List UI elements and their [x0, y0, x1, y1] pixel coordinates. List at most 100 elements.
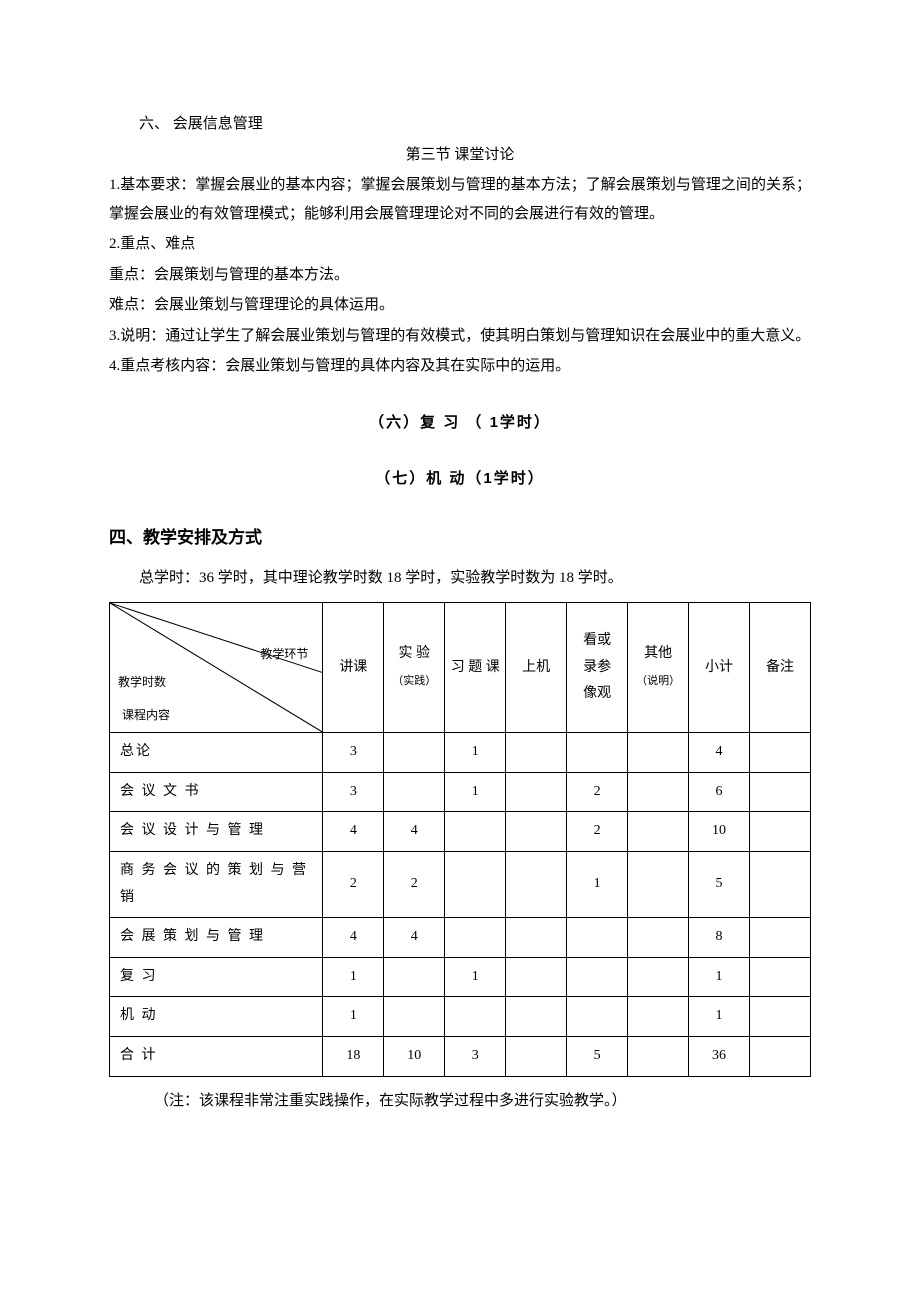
table-header-row: 教学环节 教学时数 课程内容 讲课实 验（实践）习 题 课上机看或录参像观其他（… — [110, 603, 811, 733]
table-cell — [506, 812, 567, 852]
table-cell: 1 — [689, 997, 750, 1037]
table-cell: 2 — [384, 852, 445, 918]
diag-label-mid: 教学时数 — [118, 671, 166, 694]
table-cell — [628, 918, 689, 958]
table-cell — [567, 997, 628, 1037]
exam-content: 4.重点考核内容：会展业策划与管理的具体内容及其在实际中的运用。 — [109, 352, 811, 381]
diagonal-header: 教学环节 教学时数 课程内容 — [110, 603, 323, 733]
table-cell: 1 — [445, 772, 506, 812]
table-cell — [628, 852, 689, 918]
row-label: 会 展 策 划 与 管 理 — [110, 918, 323, 958]
col-header: 讲课 — [323, 603, 384, 733]
table-cell — [628, 733, 689, 773]
table-cell: 3 — [323, 772, 384, 812]
table-cell: 36 — [689, 1037, 750, 1077]
table-cell — [506, 997, 567, 1037]
table-cell — [750, 772, 811, 812]
requirements: 1.基本要求：掌握会展业的基本内容；掌握会展策划与管理的基本方法；了解会展策划与… — [109, 171, 811, 228]
table-cell: 2 — [567, 812, 628, 852]
table-cell — [628, 957, 689, 997]
table-cell: 1 — [445, 733, 506, 773]
table-cell — [506, 957, 567, 997]
focus-point: 重点：会展策划与管理的基本方法。 — [109, 261, 811, 290]
table-row: 会 议 文 书3 1 2 6 — [110, 772, 811, 812]
row-label: 复 习 — [110, 957, 323, 997]
table-cell: 1 — [323, 957, 384, 997]
col-header: 习 题 课 — [445, 603, 506, 733]
col-header: 小计 — [689, 603, 750, 733]
table-cell — [750, 997, 811, 1037]
table-cell: 2 — [567, 772, 628, 812]
table-cell — [384, 957, 445, 997]
schedule-note: （注：该课程非常注重实践操作，在实际教学过程中多进行实验教学。） — [109, 1087, 811, 1116]
table-cell — [506, 733, 567, 773]
table-cell: 1 — [323, 997, 384, 1037]
line-six: 六、 会展信息管理 — [109, 110, 811, 139]
schedule-heading: 四、教学安排及方式 — [109, 522, 811, 554]
diag-label-top: 教学环节 — [260, 643, 308, 666]
table-cell — [567, 918, 628, 958]
table-row: 会 议 设 计 与 管 理44210 — [110, 812, 811, 852]
table-cell — [750, 812, 811, 852]
col-header: 看或录参像观 — [567, 603, 628, 733]
table-cell: 8 — [689, 918, 750, 958]
table-cell — [506, 918, 567, 958]
table-cell — [567, 733, 628, 773]
table-row: 合 计18103536 — [110, 1037, 811, 1077]
flex-heading: （七）机 动（1学时） — [109, 465, 811, 494]
table-cell: 1 — [689, 957, 750, 997]
explanation: 3.说明：通过让学生了解会展业策划与管理的有效模式，使其明白策划与管理知识在会展… — [109, 322, 811, 351]
table-row: 会 展 策 划 与 管 理448 — [110, 918, 811, 958]
table-cell — [506, 1037, 567, 1077]
schedule-summary: 总学时：36 学时，其中理论教学时数 18 学时，实验教学时数为 18 学时。 — [109, 564, 811, 593]
table-cell — [628, 997, 689, 1037]
table-cell — [445, 852, 506, 918]
point2-label: 2.重点、难点 — [109, 230, 811, 259]
table-cell — [750, 1037, 811, 1077]
table-cell — [506, 852, 567, 918]
section3-title: 第三节 课堂讨论 — [109, 141, 811, 170]
table-cell: 4 — [323, 812, 384, 852]
table-cell — [384, 733, 445, 773]
table-cell — [567, 957, 628, 997]
table-cell: 5 — [689, 852, 750, 918]
table-cell: 4 — [384, 918, 445, 958]
col-header: 其他（说明） — [628, 603, 689, 733]
row-label: 会 议 设 计 与 管 理 — [110, 812, 323, 852]
table-cell — [506, 772, 567, 812]
table-cell — [750, 733, 811, 773]
table-cell: 3 — [323, 733, 384, 773]
row-label: 合 计 — [110, 1037, 323, 1077]
table-cell: 3 — [445, 1037, 506, 1077]
row-label: 会 议 文 书 — [110, 772, 323, 812]
table-cell — [750, 957, 811, 997]
difficulty-point: 难点：会展业策划与管理理论的具体运用。 — [109, 291, 811, 320]
row-label: 机 动 — [110, 997, 323, 1037]
table-cell: 6 — [689, 772, 750, 812]
table-cell: 1 — [567, 852, 628, 918]
row-label: 商 务 会 议 的 策 划 与 营 销 — [110, 852, 323, 918]
table-cell — [628, 812, 689, 852]
table-row: 机 动11 — [110, 997, 811, 1037]
table-cell — [445, 997, 506, 1037]
table-cell — [750, 852, 811, 918]
table-row: 商 务 会 议 的 策 划 与 营 销2215 — [110, 852, 811, 918]
table-row: 总论314 — [110, 733, 811, 773]
table-cell: 4 — [384, 812, 445, 852]
table-cell — [445, 812, 506, 852]
schedule-table: 教学环节 教学时数 课程内容 讲课实 验（实践）习 题 课上机看或录参像观其他（… — [109, 602, 811, 1076]
review-heading: （六）复 习 （ 1学时） — [109, 409, 811, 438]
table-cell: 5 — [567, 1037, 628, 1077]
table-cell: 1 — [445, 957, 506, 997]
col-header: 上机 — [506, 603, 567, 733]
diag-label-bot: 课程内容 — [122, 704, 170, 727]
table-cell — [750, 918, 811, 958]
col-header: 实 验（实践） — [384, 603, 445, 733]
table-cell: 10 — [689, 812, 750, 852]
table-row: 复 习111 — [110, 957, 811, 997]
table-cell: 10 — [384, 1037, 445, 1077]
col-header: 备注 — [750, 603, 811, 733]
table-cell — [628, 772, 689, 812]
table-cell — [628, 1037, 689, 1077]
table-cell: 2 — [323, 852, 384, 918]
